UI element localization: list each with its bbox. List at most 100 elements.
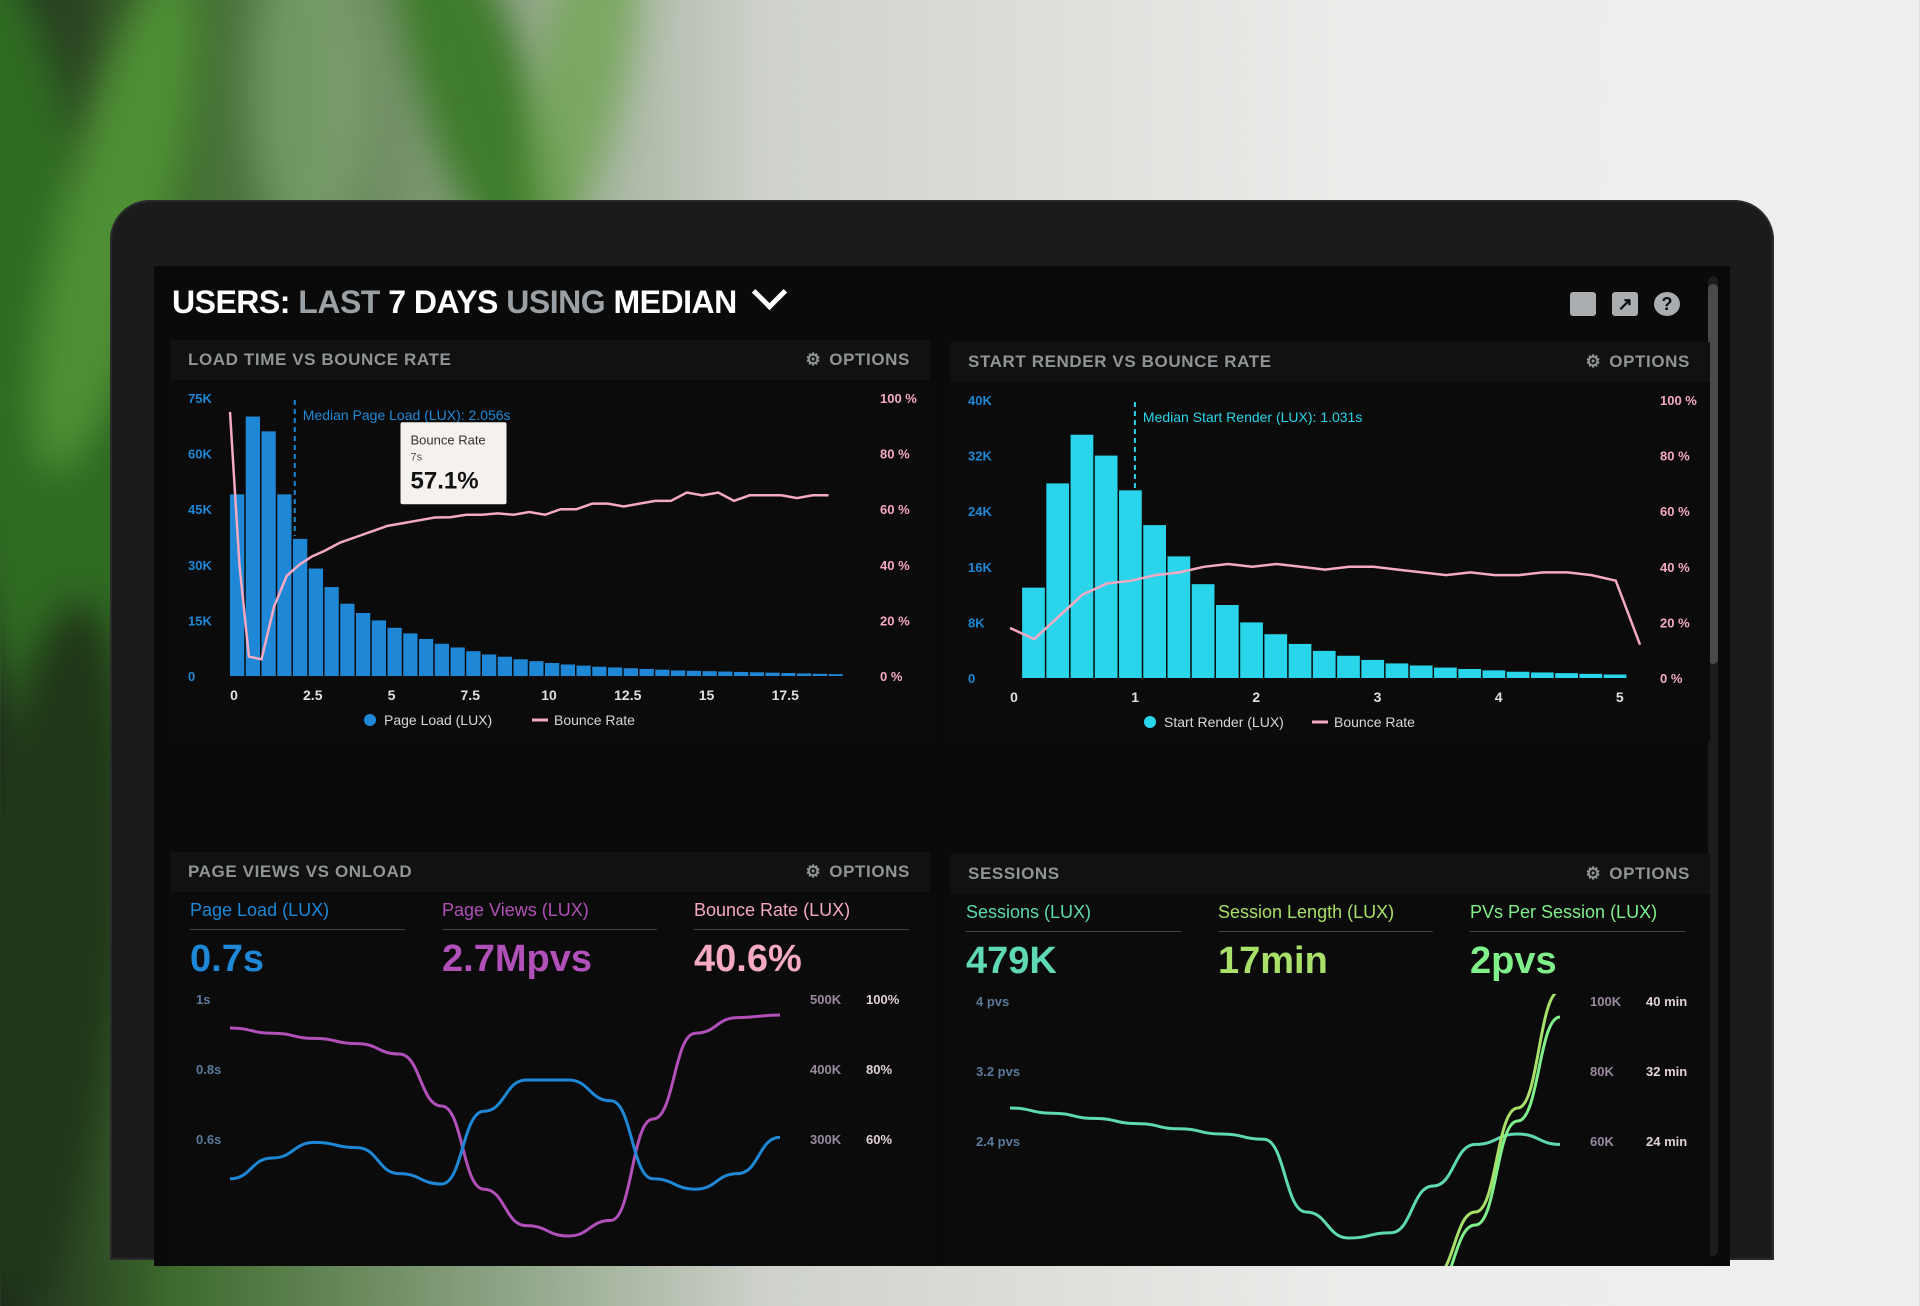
y-tick-label: 16K xyxy=(968,560,992,575)
x-tick-label: 0 xyxy=(230,687,238,703)
bar xyxy=(482,654,497,676)
bar xyxy=(1385,663,1409,678)
options-button[interactable]: ⚙ OPTIONS xyxy=(805,340,910,380)
bar xyxy=(245,416,260,676)
panel-load-time: LOAD TIME VS BOUNCE RATE ⚙ OPTIONS 0 15K 30… xyxy=(170,340,930,740)
x-tick-label: 12.5 xyxy=(614,687,641,703)
metric-value: 2pvs xyxy=(1470,940,1557,982)
options-label: OPTIONS xyxy=(829,350,910,369)
bar xyxy=(403,633,418,676)
metric-label: Page Load (LUX) xyxy=(190,900,405,930)
gear-icon: ⚙ xyxy=(805,350,822,369)
y-tick-label: 4 pvs xyxy=(976,994,1009,1009)
y2-tick-label: 300K xyxy=(810,1132,842,1147)
bar xyxy=(828,674,843,676)
y3-tick-label: 24 min xyxy=(1646,1134,1687,1149)
y-tick-label: 3.2 pvs xyxy=(976,1064,1020,1079)
page-views-chart: 1s 0.8s 0.6s 500K 400K 300K 100% 80% 60% xyxy=(196,992,900,1238)
y3-tick-label: 80% xyxy=(866,1062,892,1077)
panel-sessions: SESSIONS ⚙ OPTIONS Sessions (LUX) 479K Se… xyxy=(950,854,1710,1266)
y3-tick-label: 40 min xyxy=(1646,994,1687,1009)
x-tick-label: 2 xyxy=(1252,689,1260,705)
bar xyxy=(1094,455,1118,678)
load-time-chart: 0 15K 30K 45K 60K 75K 0 % 20 % 40 % 60 % 80 % 100 %… xyxy=(188,391,917,728)
monitor-icon[interactable] xyxy=(1570,292,1596,316)
y2-tick-label: 80 % xyxy=(1660,449,1690,464)
y-tick-label: 8K xyxy=(968,615,985,630)
dashboard-header[interactable]: USERS: LAST 7 DAYS USING MEDIAN xyxy=(172,274,788,321)
bar xyxy=(623,668,638,676)
bar xyxy=(308,568,323,676)
bar xyxy=(1458,668,1481,678)
metric-page-load: Page Load (LUX) 0.7s xyxy=(190,900,405,981)
bar xyxy=(702,671,717,676)
bounce-rate-line xyxy=(228,411,829,661)
metric-pvs-per-session: PVs Per Session (LUX) 2pvs xyxy=(1470,902,1685,983)
series-line xyxy=(229,1013,781,1238)
x-tick-label: 1 xyxy=(1131,689,1139,705)
start-render-chart: 0 8K 16K 24K 32K 40K 0 % 20 % 40 % 60 % 80 % 100 % 0… xyxy=(968,393,1697,730)
bar xyxy=(434,643,449,676)
options-button[interactable]: ⚙ OPTIONS xyxy=(1585,854,1690,894)
y2-tick-label: 80 % xyxy=(880,447,910,462)
y2-tick-label: 20 % xyxy=(880,613,910,628)
series-line xyxy=(229,1078,781,1191)
series-line xyxy=(1444,994,1557,1266)
y2-tick-label: 100 % xyxy=(880,391,917,406)
tooltip-sub: 7s xyxy=(411,451,423,463)
options-button[interactable]: ⚙ OPTIONS xyxy=(1585,342,1690,382)
y2-tick-label: 0 % xyxy=(1660,671,1683,686)
y2-tick-label: 40 % xyxy=(1660,560,1690,575)
bar xyxy=(1409,665,1433,678)
series-line xyxy=(1009,1106,1561,1240)
bar xyxy=(261,431,276,676)
legend-marker xyxy=(1144,716,1156,728)
bar xyxy=(1046,483,1070,678)
panel-title: START RENDER VS BOUNCE RATE xyxy=(950,342,1710,382)
x-tick-label: 10 xyxy=(541,687,557,703)
bar xyxy=(1603,674,1627,678)
options-label: OPTIONS xyxy=(1609,352,1690,371)
y-tick-label: 30K xyxy=(188,558,212,573)
chevron-down-icon[interactable] xyxy=(751,274,788,311)
bar xyxy=(1530,672,1554,678)
panel-start-render: START RENDER VS BOUNCE RATE ⚙ OPTIONS 0 8K… xyxy=(950,342,1710,742)
x-tick-label: 5 xyxy=(388,687,396,703)
scrollbar[interactable] xyxy=(1708,276,1718,1256)
legend-label: Bounce Rate xyxy=(554,712,635,728)
y2-tick-label: 60 % xyxy=(880,502,910,517)
bar xyxy=(671,670,686,676)
bar xyxy=(718,671,733,676)
bar xyxy=(655,669,670,676)
options-button[interactable]: ⚙ OPTIONS xyxy=(805,852,910,892)
options-label: OPTIONS xyxy=(829,862,910,881)
bar xyxy=(781,673,796,676)
bar xyxy=(1506,671,1530,678)
help-icon[interactable]: ? xyxy=(1654,292,1680,316)
bar xyxy=(1361,659,1385,678)
bar xyxy=(1215,605,1239,678)
bar xyxy=(340,603,355,676)
metric-label: Bounce Rate (LUX) xyxy=(694,900,909,930)
laptop-bezel: USERS: LAST 7 DAYS USING MEDIAN ↗ ? LOAD… xyxy=(110,200,1774,1266)
y2-tick-label: 100K xyxy=(1590,994,1622,1009)
bar xyxy=(639,668,654,676)
scrollbar-thumb[interactable] xyxy=(1708,284,1718,664)
metric-label: Session Length (LUX) xyxy=(1218,902,1433,932)
metric-bounce-rate: Bounce Rate (LUX) 40.6% xyxy=(694,900,909,981)
x-tick-label: 15 xyxy=(699,687,715,703)
y-tick-label: 24K xyxy=(968,504,992,519)
bar xyxy=(560,664,575,676)
bar xyxy=(1143,525,1166,678)
metric-label: PVs Per Session (LUX) xyxy=(1470,902,1685,932)
bar xyxy=(686,670,701,676)
share-icon[interactable]: ↗ xyxy=(1612,292,1638,316)
legend-label: Bounce Rate xyxy=(1334,714,1415,730)
bar xyxy=(1312,650,1336,678)
bar xyxy=(466,651,481,676)
tooltip-value: 57.1% xyxy=(411,467,479,494)
dashboard-screen: USERS: LAST 7 DAYS USING MEDIAN ↗ ? LOAD… xyxy=(154,266,1730,1266)
y2-tick-label: 100 % xyxy=(1660,393,1697,408)
bar xyxy=(1167,556,1191,678)
y2-tick-label: 20 % xyxy=(1660,615,1690,630)
